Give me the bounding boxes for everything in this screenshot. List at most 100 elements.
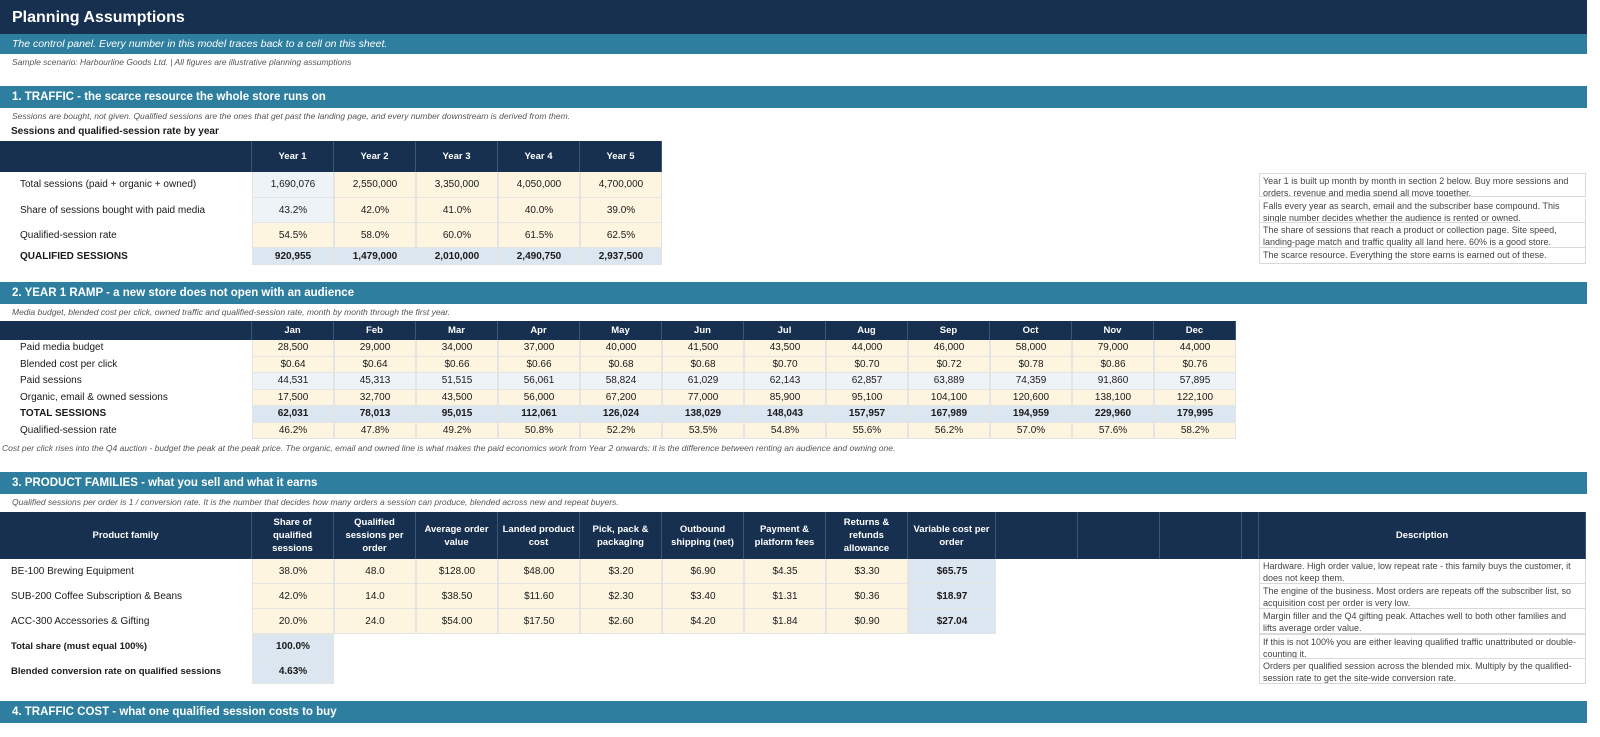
s2-cell[interactable]: $0.72 [908,356,990,373]
s1-cell[interactable]: 39.0% [580,198,662,223]
s3-cell[interactable]: 48.0 [334,559,416,584]
s1-cell[interactable]: 41.0% [416,198,498,223]
s2-cell[interactable]: 47.8% [334,422,416,439]
s2-cell[interactable]: 58.2% [1154,422,1236,439]
s2-cell[interactable]: 56.2% [908,422,990,439]
s2-cell[interactable]: 28,500 [252,340,334,357]
s3-cell[interactable]: 42.0% [252,584,334,609]
s2-cell[interactable]: 43,500 [744,340,826,357]
s2-cell[interactable]: $0.76 [1154,356,1236,373]
s2-cell[interactable]: $0.86 [1072,356,1154,373]
s3-col-header: Share of qualified sessions [252,512,334,559]
s2-cell[interactable]: $0.70 [826,356,908,373]
s3-cell[interactable]: $17.50 [498,609,580,634]
s2-cell[interactable]: 85,900 [744,389,826,406]
s1-cell[interactable]: 3,350,000 [416,172,498,198]
s2-cell[interactable]: $0.64 [252,356,334,373]
s2-cell[interactable]: $0.68 [662,356,744,373]
s3-cell[interactable]: $6.90 [662,559,744,584]
s2-cell[interactable]: 17,500 [252,389,334,406]
s3-cell[interactable]: $2.30 [580,584,662,609]
s3-cell[interactable]: $54.00 [416,609,498,634]
s2-row-label: TOTAL SESSIONS [20,408,107,419]
s2-cell[interactable]: 57.6% [1072,422,1154,439]
s2-cell[interactable]: $0.66 [416,356,498,373]
s2-cell[interactable]: 120,600 [990,389,1072,406]
s2-cell[interactable]: 122,100 [1154,389,1236,406]
s2-cell[interactable]: $0.70 [744,356,826,373]
s1-cell: 920,955 [252,248,334,265]
s1-cell[interactable]: 1,690,076 [252,172,334,198]
s3-cell[interactable]: $3.30 [826,559,908,584]
s2-cell[interactable]: 41,500 [662,340,744,357]
s2-col-header: Dec [1154,321,1236,340]
s1-cell[interactable]: 58.0% [334,223,416,248]
s2-cell[interactable]: 79,000 [1072,340,1154,357]
s2-cell[interactable]: 56,000 [498,389,580,406]
s2-cell[interactable]: 77,000 [662,389,744,406]
s2-cell[interactable]: 57.0% [990,422,1072,439]
s2-cell[interactable]: $0.66 [498,356,580,373]
section-2-header: 2. YEAR 1 RAMP - a new store does not op… [0,282,1587,304]
s3-cell[interactable]: $2.60 [580,609,662,634]
s2-cell[interactable]: 53.5% [662,422,744,439]
s3-cell[interactable]: 38.0% [252,559,334,584]
section-3-header: 3. PRODUCT FAMILIES - what you sell and … [0,472,1587,494]
s1-cell[interactable]: 42.0% [334,198,416,223]
s3-cell[interactable]: 20.0% [252,609,334,634]
s2-cell[interactable]: 37,000 [498,340,580,357]
s2-cell[interactable]: 34,000 [416,340,498,357]
s3-col-header: Landed product cost [498,512,580,559]
s3-row-label: SUB-200 Coffee Subscription & Beans [11,591,183,602]
s3-cell[interactable]: $128.00 [416,559,498,584]
s2-cell[interactable]: 104,100 [908,389,990,406]
s3-cell[interactable]: $0.36 [826,584,908,609]
s3-cell[interactable]: $1.84 [744,609,826,634]
s2-cell[interactable]: 138,100 [1072,389,1154,406]
s2-cell[interactable]: 52.2% [580,422,662,439]
s2-cell[interactable]: $0.64 [334,356,416,373]
s1-col-header: Year 3 [416,141,498,172]
s2-cell[interactable]: 40,000 [580,340,662,357]
s2-cell[interactable]: 44,000 [1154,340,1236,357]
s2-cell: 74,359 [990,373,1072,390]
s1-cell[interactable]: 43.2% [252,198,334,223]
s2-cell[interactable]: $0.78 [990,356,1072,373]
s2-cell[interactable]: 95,100 [826,389,908,406]
s1-cell[interactable]: 2,550,000 [334,172,416,198]
s2-cell[interactable]: 58,000 [990,340,1072,357]
s3-cell[interactable]: 14.0 [334,584,416,609]
s3-cell[interactable]: $4.20 [662,609,744,634]
s1-cell[interactable]: 4,050,000 [498,172,580,198]
s1-cell[interactable]: 61.5% [498,223,580,248]
s2-cell[interactable]: 46,000 [908,340,990,357]
s2-cell: 57,895 [1154,373,1236,390]
s3-cell[interactable]: $3.20 [580,559,662,584]
s1-cell[interactable]: 62.5% [580,223,662,248]
s3-cell[interactable]: $3.40 [662,584,744,609]
s1-cell[interactable]: 40.0% [498,198,580,223]
s2-cell[interactable]: 55.6% [826,422,908,439]
s3-cell[interactable]: $4.35 [744,559,826,584]
s2-cell[interactable]: 29,000 [334,340,416,357]
s2-cell[interactable]: $0.68 [580,356,662,373]
s3-cell[interactable]: $0.90 [826,609,908,634]
s3-cell[interactable]: $38.50 [416,584,498,609]
s3-cell[interactable]: $48.00 [498,559,580,584]
s1-cell[interactable]: 4,700,000 [580,172,662,198]
s2-cell[interactable]: 50.8% [498,422,580,439]
s1-cell[interactable]: 60.0% [416,223,498,248]
s2-cell[interactable]: 46.2% [252,422,334,439]
s2-cell[interactable]: 54.8% [744,422,826,439]
s2-header-blank [0,321,252,340]
s3-cell: $27.04 [908,609,996,634]
s3-cell[interactable]: $11.60 [498,584,580,609]
s2-cell[interactable]: 44,000 [826,340,908,357]
s2-cell[interactable]: 32,700 [334,389,416,406]
s2-cell[interactable]: 49.2% [416,422,498,439]
s1-cell[interactable]: 54.5% [252,223,334,248]
s3-cell[interactable]: $1.31 [744,584,826,609]
s2-cell[interactable]: 43,500 [416,389,498,406]
s3-cell[interactable]: 24.0 [334,609,416,634]
s2-cell[interactable]: 67,200 [580,389,662,406]
